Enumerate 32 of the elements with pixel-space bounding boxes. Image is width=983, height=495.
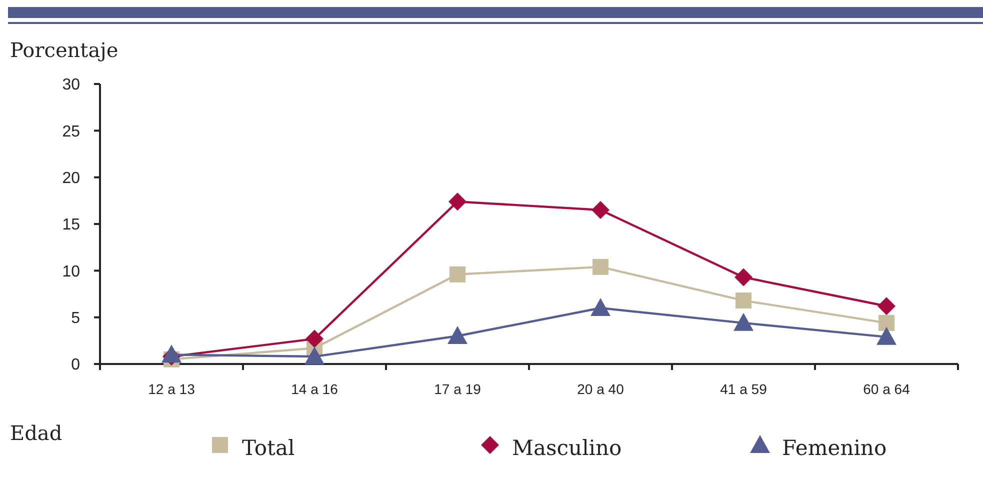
y-tick-label: 20 — [62, 170, 80, 187]
legend-label: Masculino — [512, 436, 622, 460]
x-tick-label: 41 a 59 — [720, 381, 768, 397]
x-tick-label: 14 a 16 — [291, 381, 338, 397]
point — [734, 312, 754, 331]
point — [450, 266, 466, 282]
point — [306, 330, 324, 348]
point — [448, 192, 466, 211]
point — [592, 258, 608, 275]
y-tick-label: 30 — [62, 76, 80, 94]
y-tick-label: 25 — [62, 123, 80, 140]
y-tick-label: 5 — [71, 310, 80, 327]
point — [304, 346, 324, 365]
point — [878, 297, 896, 316]
x-axis-title: Edad — [10, 421, 62, 445]
x-tick-label: 17 a 19 — [434, 381, 482, 397]
legend-label: Femenino — [782, 436, 887, 460]
point — [592, 201, 610, 219]
x-tick-label: 12 a 13 — [148, 381, 196, 397]
x-tick-label: 20 a 40 — [577, 381, 624, 397]
y-tick-label: 0 — [71, 356, 80, 374]
y-tick-label: 15 — [62, 216, 80, 234]
legend-label: Total — [242, 436, 295, 460]
x-tick-label: 60 a 64 — [863, 381, 910, 397]
point — [736, 292, 752, 309]
point — [590, 298, 610, 316]
point — [876, 326, 896, 345]
point — [878, 314, 894, 331]
point — [448, 326, 468, 344]
point — [734, 268, 752, 286]
y-axis-title: Porcentaje — [10, 38, 118, 62]
y-tick-label: 10 — [62, 263, 80, 280]
